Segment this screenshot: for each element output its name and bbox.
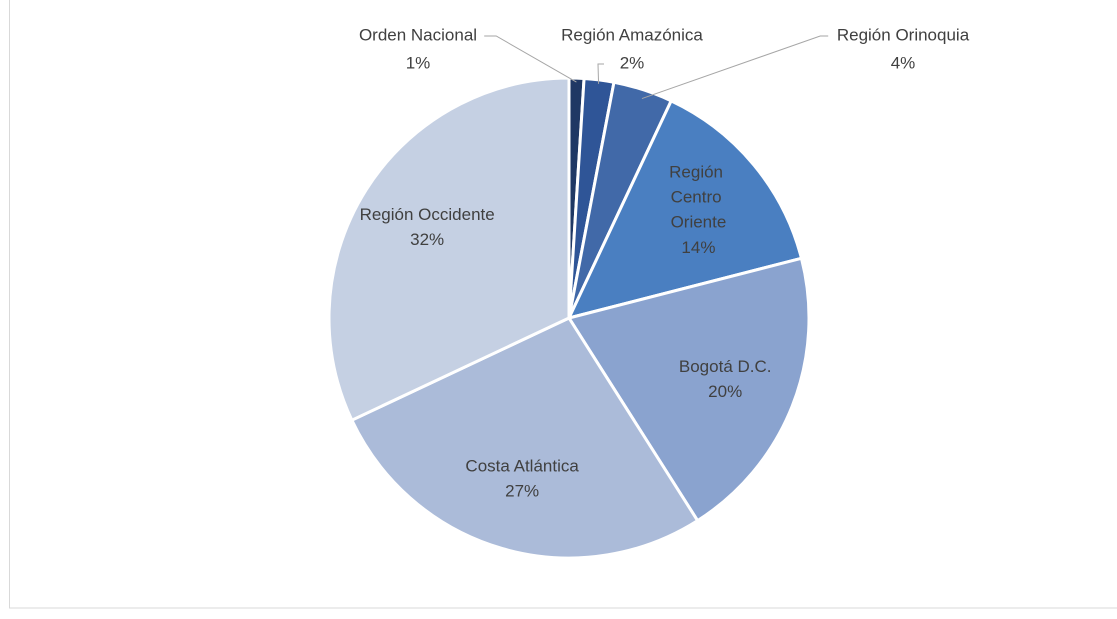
slice-label: Región Centro Oriente: [669, 163, 728, 232]
slice-label: Región Occidente: [360, 205, 495, 224]
pie-slice: [566, 256, 811, 523]
slice-value-label: 4%: [891, 53, 916, 72]
leader-line: [484, 35, 577, 83]
pie-slice: [566, 98, 804, 321]
leader-line: [641, 35, 829, 100]
slice-label: Región Amazónica: [561, 25, 703, 44]
slice-value-label: 27%: [505, 481, 539, 500]
slice-value-label: 20%: [708, 382, 742, 401]
slice-label: Región Orinoquia: [837, 25, 970, 44]
slice-value-label: 2%: [620, 53, 645, 72]
slice-label: Orden Nacional: [359, 25, 477, 44]
slice-value-label: 32%: [410, 230, 444, 249]
pie-slice: [327, 76, 571, 423]
slice-label: Costa Atlántica: [465, 456, 579, 475]
slice-value-label: 14%: [681, 238, 715, 257]
slice-label: Bogotá D.C.: [679, 357, 772, 376]
leader-line: [597, 63, 604, 84]
pie-slice: [349, 316, 700, 560]
slice-value-label: 1%: [406, 53, 431, 72]
